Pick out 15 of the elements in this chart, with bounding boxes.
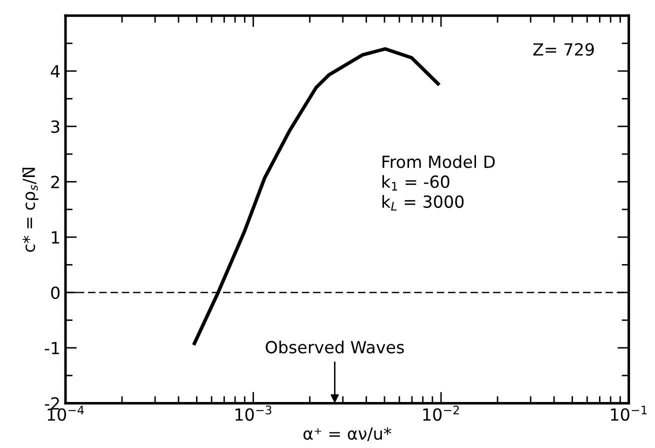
annotation: Observed Waves [266,340,404,354]
y-axis-title: c* = cρ$_{s}$/N̄ [22,168,38,252]
y-tick-label: 0 [51,286,60,300]
x-tick-label: 10$^{−3}$ [236,406,272,421]
y-tick-label: -2 [44,397,59,410]
y-tick-label: -1 [44,342,60,354]
y-tick-label: 4 [50,65,60,78]
y-tick-label: 1 [52,231,60,244]
y-tick-label: 3 [51,120,60,133]
x-axis-title: α⁺ = αν/u* [303,427,392,442]
x-tick-label: 10$^{−2}$ [423,406,459,421]
annotation: From Model D k$_{1}$ = -60 k$_{L}$ = 3000 [382,155,495,210]
annotation: Z= 729 [533,43,594,56]
y-tick-label: 2 [51,176,59,188]
x-tick-label: 10$^{−1}$ [611,406,647,421]
